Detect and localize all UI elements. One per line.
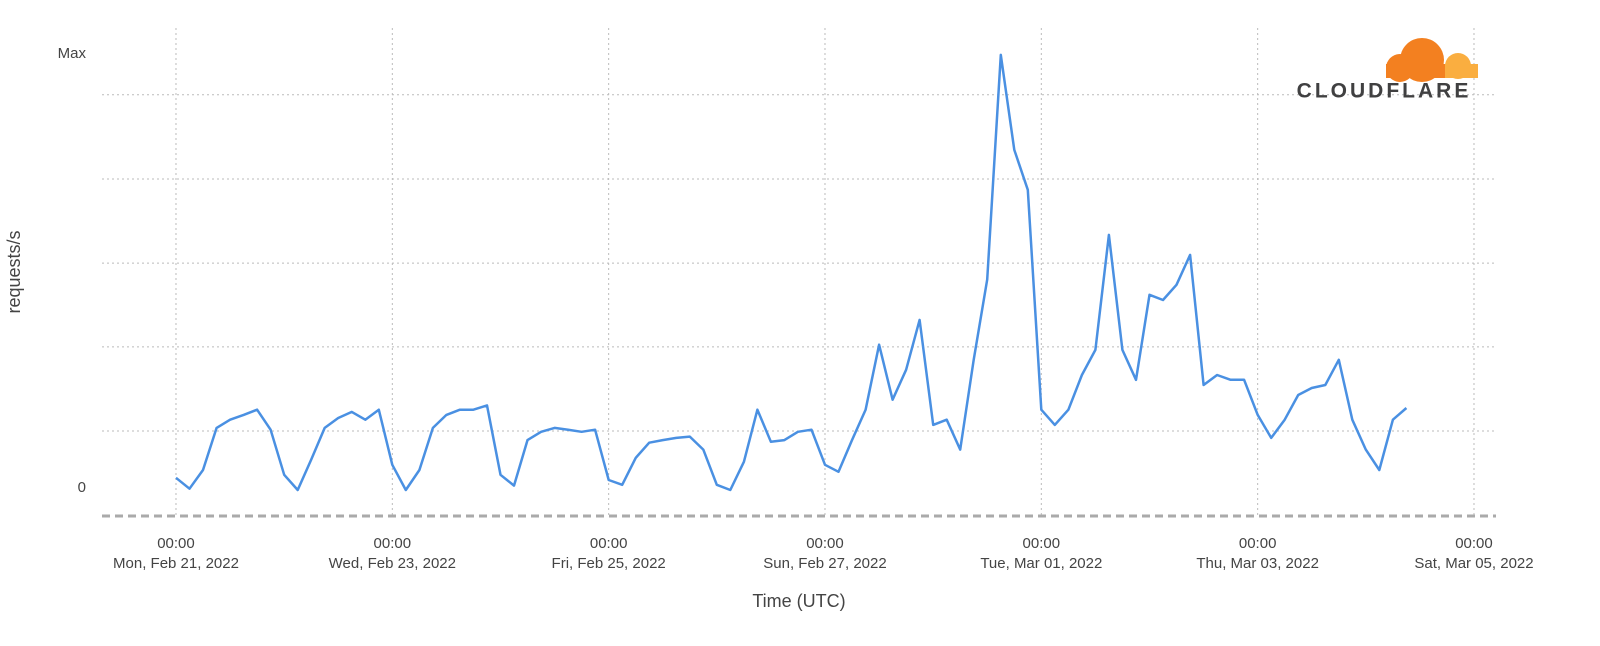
- plot: 00:00 Mon, Feb 21, 2022 00:00 Wed, Feb 23, …: [58, 28, 1534, 572]
- x-tick-label: 00:00: [1239, 535, 1277, 552]
- logo: CLOUDFLARE: [1297, 38, 1478, 103]
- x-tick-label: 00:00: [157, 535, 195, 552]
- x-tick-label: Mon, Feb 21, 2022: [113, 555, 239, 572]
- logo-text: CLOUDFLARE: [1297, 80, 1472, 103]
- x-tick-label: 00:00: [806, 535, 844, 552]
- data-line: [175, 53, 1408, 492]
- x-tick-label: Fri, Feb 25, 2022: [552, 555, 666, 572]
- y-tick-label: 0: [78, 479, 86, 496]
- x-axis-title: Time (UTC): [752, 591, 845, 611]
- x-tick-label: Thu, Mar 03, 2022: [1196, 555, 1319, 572]
- x-tick-label: Wed, Feb 23, 2022: [329, 555, 456, 572]
- logo-cloud: [1445, 64, 1478, 78]
- x-tick-label: Tue, Mar 01, 2022: [980, 555, 1102, 572]
- y-axis-title: requests/s: [4, 230, 24, 313]
- x-tick-label: Sun, Feb 27, 2022: [763, 555, 886, 572]
- x-tick-label: 00:00: [1023, 535, 1061, 552]
- x-tick-label: 00:00: [590, 535, 628, 552]
- y-tick-label: Max: [58, 45, 87, 62]
- x-tick-label: 00:00: [374, 535, 412, 552]
- x-tick-label: Sat, Mar 05, 2022: [1414, 555, 1533, 572]
- x-tick-label: 00:00: [1455, 535, 1493, 552]
